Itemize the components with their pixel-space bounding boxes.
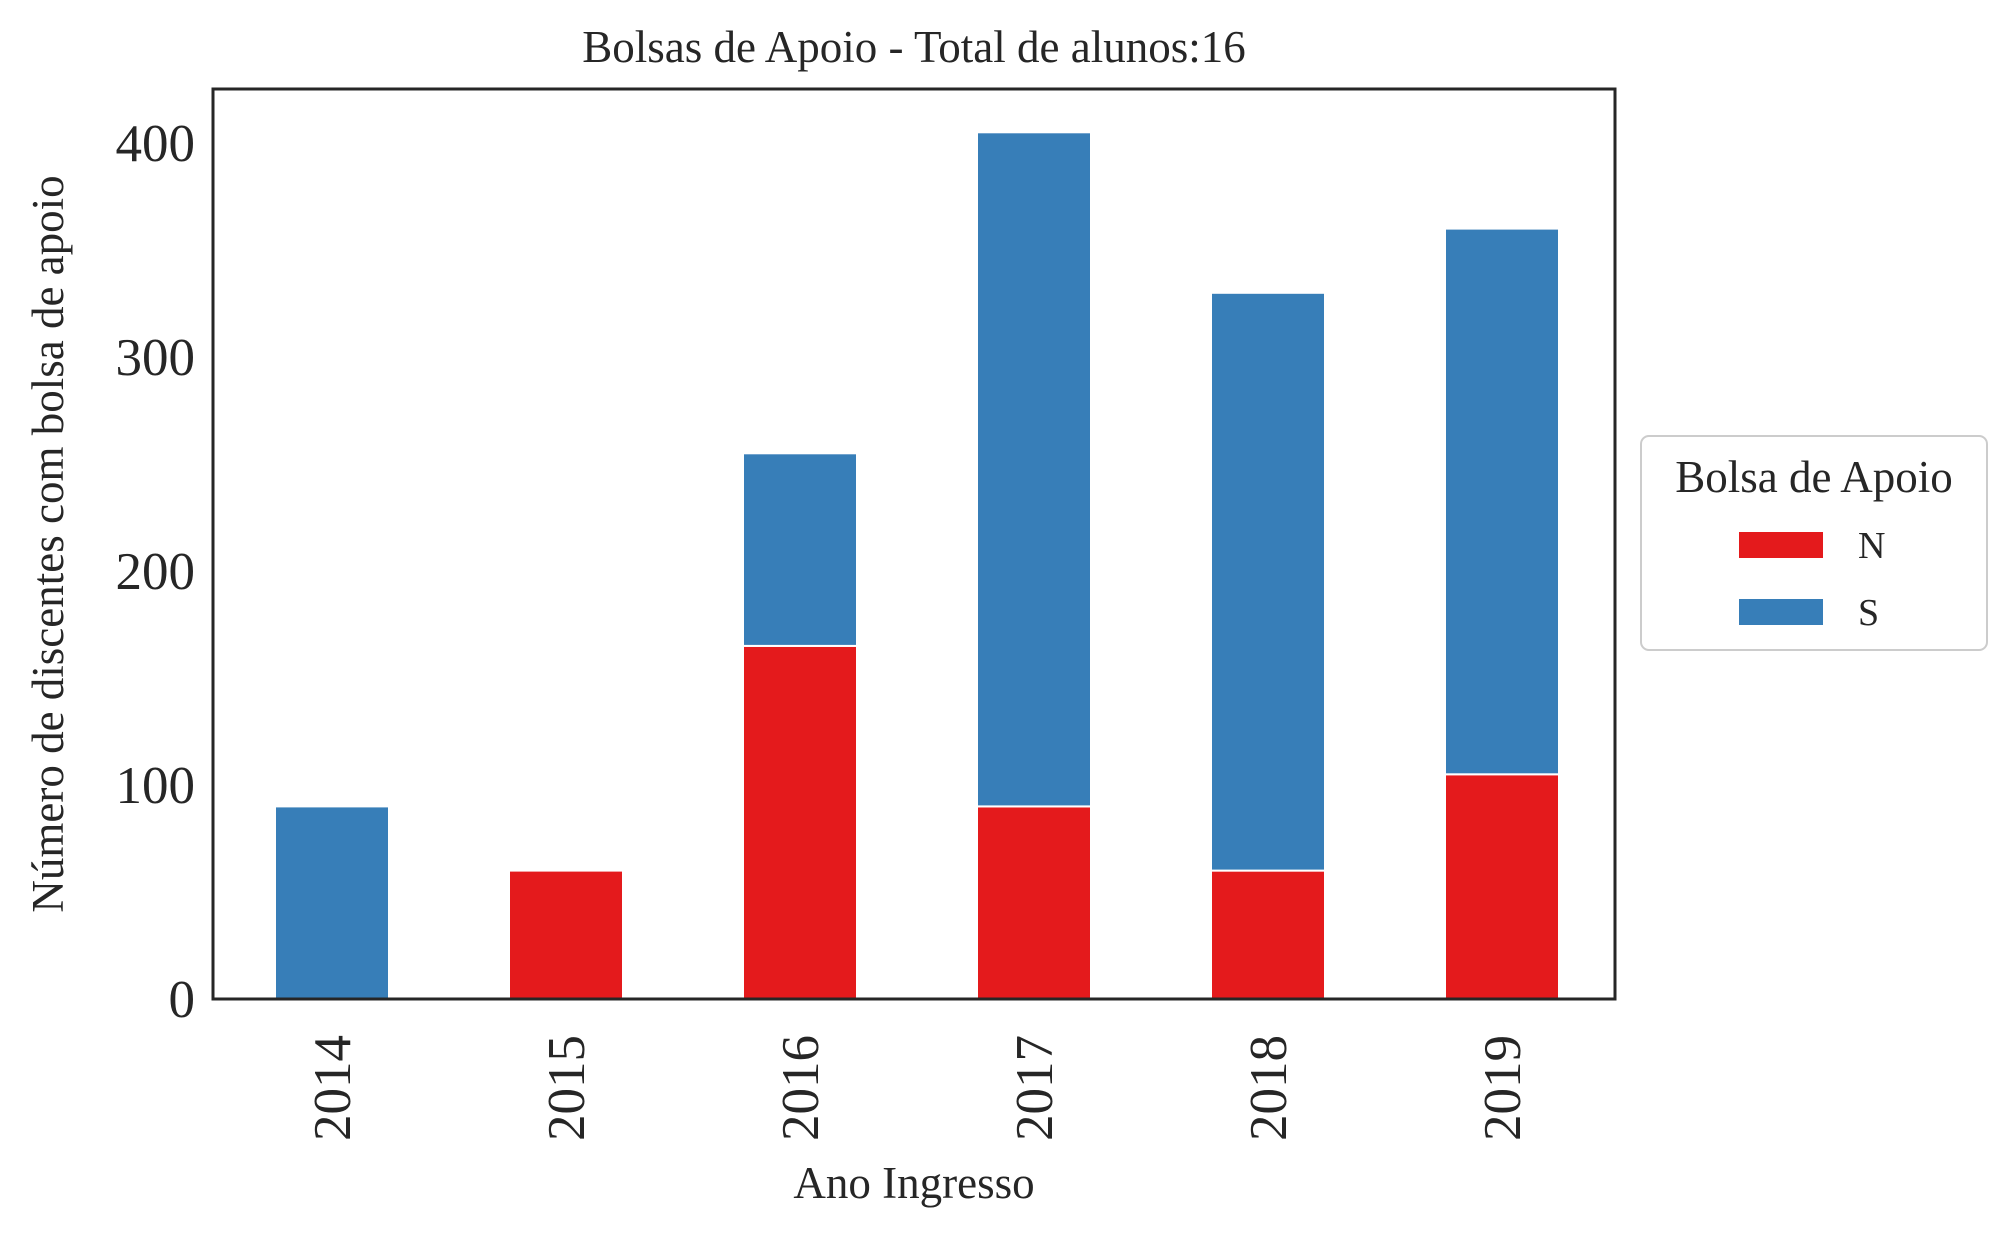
y-tick-label-200: 200: [116, 543, 196, 601]
bar-n-2016: [742, 644, 858, 1001]
y-axis-ticks: 0 100 200 300 400: [116, 115, 196, 1029]
x-tick-label-2014: 2014: [304, 1035, 362, 1141]
x-tick-label-2018: 2018: [1240, 1035, 1298, 1141]
x-tick-label-2015: 2015: [538, 1035, 596, 1141]
legend-label-n: N: [1858, 525, 1885, 567]
bar-s-2018: [1210, 291, 1326, 872]
y-tick-label-300: 300: [116, 329, 196, 387]
legend-label-s: S: [1858, 592, 1879, 634]
bars-group: [274, 131, 1560, 1001]
chart-title: Bolsas de Apoio - Total de alunos:16: [582, 22, 1245, 72]
y-axis-label: Número de discentes com bolsa de apoio: [23, 175, 73, 912]
bar-n-2018: [1210, 869, 1326, 1000]
y-tick-label-0: 0: [169, 971, 196, 1029]
bar-s-2014: [274, 805, 390, 1001]
legend-swatch-s: [1739, 599, 1823, 625]
legend-title: Bolsa de Apoio: [1675, 452, 1953, 502]
bar-s-2017: [976, 131, 1092, 808]
x-tick-label-2017: 2017: [1006, 1035, 1064, 1141]
bar-n-2015: [508, 869, 624, 1000]
x-tick-label-2019: 2019: [1474, 1035, 1532, 1141]
bar-n-2017: [976, 805, 1092, 1001]
x-axis-ticks: 2014 2015 2016 2017 2018 2019: [304, 1035, 1532, 1141]
plot-area-frame: [211, 87, 1617, 1001]
legend-items: NS: [1739, 525, 1885, 634]
x-tick-label-2016: 2016: [772, 1035, 830, 1141]
x-axis-label: Ano Ingresso: [793, 1158, 1034, 1208]
legend-swatch-n: [1739, 532, 1823, 558]
bar-n-2019: [1444, 773, 1560, 1000]
bar-s-2019: [1444, 227, 1560, 776]
y-tick-label-400: 400: [116, 115, 196, 173]
bar-s-2016: [742, 452, 858, 647]
y-tick-label-100: 100: [116, 757, 196, 815]
legend: Bolsa de Apoio NS: [1640, 435, 1988, 651]
